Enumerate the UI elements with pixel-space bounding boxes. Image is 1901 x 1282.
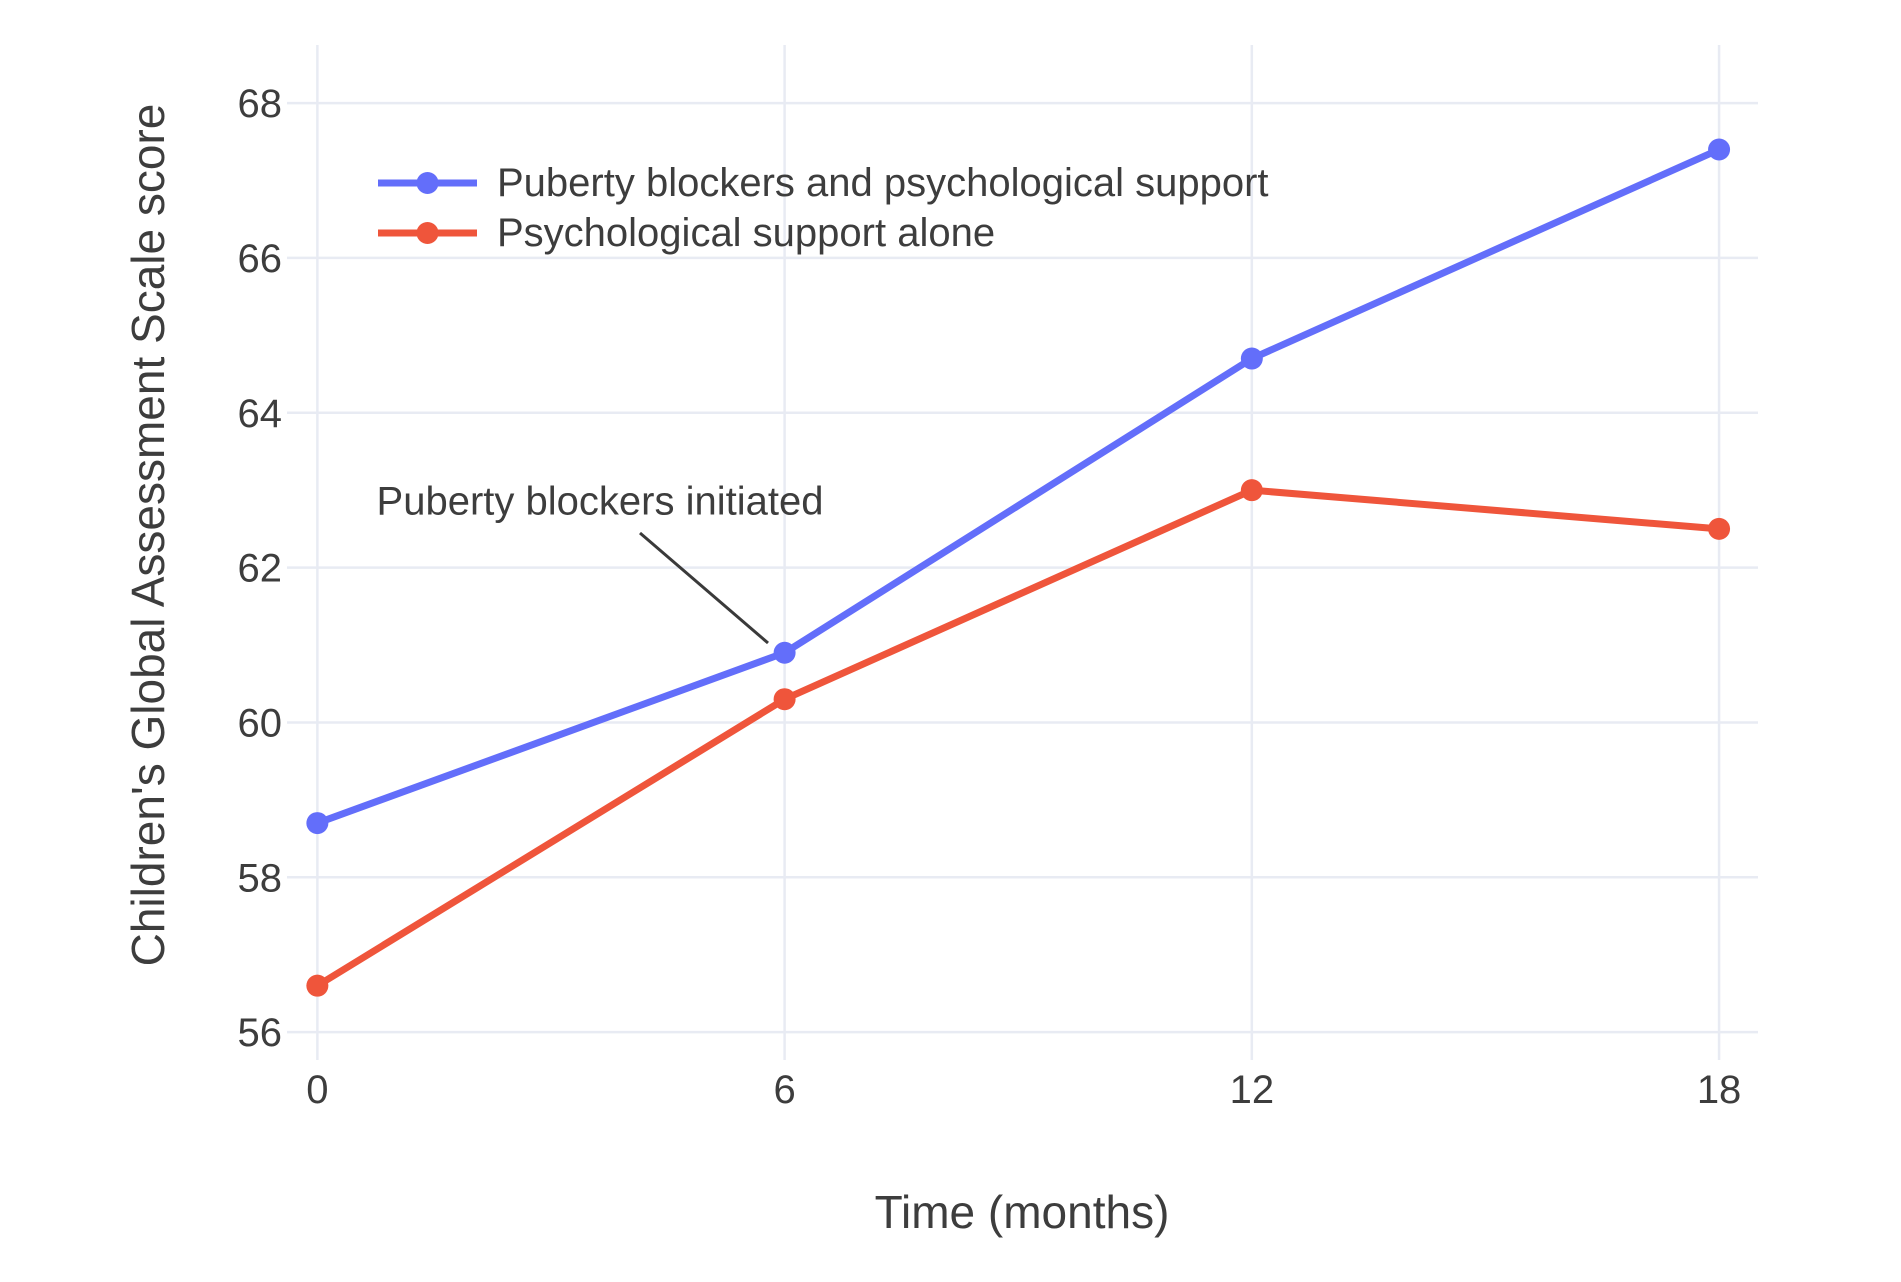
y-axis-title: Children's Global Assessment Scale score — [122, 103, 174, 967]
y-tick-label: 58 — [238, 856, 283, 900]
data-point-marker[interactable] — [773, 688, 796, 711]
x-tick-label: 6 — [773, 1068, 795, 1112]
annotation-pointer-line — [639, 531, 769, 645]
legend-label: Psychological support alone — [497, 211, 996, 255]
legend-item-puberty-blockers[interactable]: Puberty blockers and psychological suppo… — [378, 158, 1269, 208]
data-point-marker[interactable] — [1708, 517, 1731, 540]
series-line-1 — [313, 486, 1723, 990]
y-tick-label: 64 — [238, 392, 283, 436]
data-point-marker[interactable] — [773, 641, 796, 664]
x-tick-label: 18 — [1697, 1068, 1742, 1112]
y-tick-label: 62 — [238, 547, 283, 591]
data-point-marker[interactable] — [306, 812, 329, 835]
x-tick-label: 0 — [306, 1068, 328, 1112]
legend-label: Puberty blockers and psychological suppo… — [497, 161, 1269, 205]
y-tick-label: 56 — [238, 1011, 283, 1055]
legend-item-psych-support[interactable]: Psychological support alone — [378, 208, 1269, 258]
legend-line-marker-icon — [378, 222, 477, 244]
data-point-marker[interactable] — [1708, 138, 1731, 161]
data-point-marker[interactable] — [306, 974, 329, 997]
x-axis-title: Time (months) — [874, 1186, 1170, 1238]
x-tick-label: 12 — [1230, 1068, 1275, 1112]
y-tick-label: 60 — [238, 701, 283, 745]
legend-line-marker-icon — [378, 172, 477, 194]
y-tick-label: 68 — [238, 82, 283, 126]
data-point-marker[interactable] — [1240, 479, 1263, 502]
series-line-0 — [313, 146, 1723, 827]
legend: Puberty blockers and psychological suppo… — [378, 158, 1269, 258]
data-point-marker[interactable] — [1240, 347, 1263, 370]
y-tick-label: 66 — [238, 237, 283, 281]
annotation-text: Puberty blockers initiated — [376, 479, 824, 524]
